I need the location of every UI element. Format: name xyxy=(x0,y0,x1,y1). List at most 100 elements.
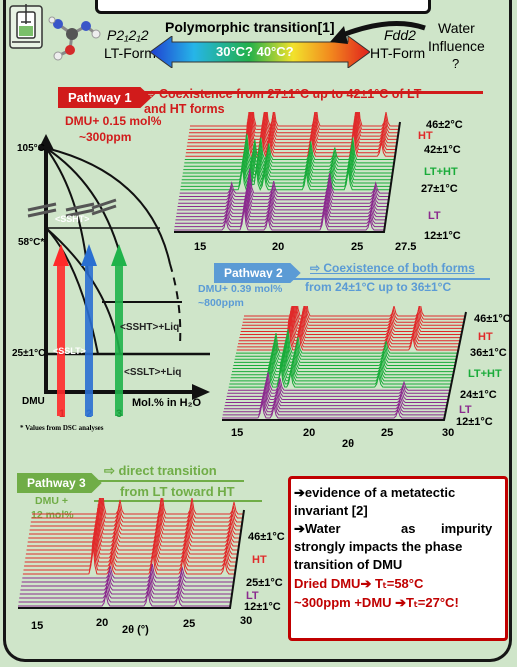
diffractogram-trace xyxy=(30,498,243,523)
p3-label-lt: LT xyxy=(246,590,259,602)
diffractogram-trace xyxy=(176,189,387,214)
pd-arrow-2-shaft xyxy=(85,264,93,416)
pathway2-xrd-plot xyxy=(222,306,467,421)
xrd-axes xyxy=(222,311,467,421)
diffractogram-trace xyxy=(174,202,385,228)
p1-label-lt-ht: LT+HT xyxy=(424,166,458,178)
conclusion-line1: ➔evidence of a metatectic xyxy=(294,485,456,500)
p2-label-t-low: 24±1°C xyxy=(460,389,497,401)
diffractogram-trace xyxy=(177,182,388,207)
p2-xtick-2: 20 xyxy=(303,427,316,439)
p2-label-t-top: 46±1°C xyxy=(474,313,511,325)
diffractogram-trace xyxy=(185,118,396,155)
p2-label-lt: LT xyxy=(459,404,472,416)
p3-label-t-bottom: 12±1°C xyxy=(244,601,281,613)
diffractogram-trace xyxy=(177,185,388,211)
p3-label-t-top: 46±1°C xyxy=(248,531,285,543)
p3-xlabel: 2θ (°) xyxy=(122,624,149,636)
diffractogram-trace xyxy=(240,306,463,332)
poster-frame xyxy=(3,0,512,662)
diffractogram-trace xyxy=(26,515,239,551)
diffractogram-trace xyxy=(25,523,238,559)
conclusion-line3b: as xyxy=(401,521,416,536)
diffractogram-trace xyxy=(27,507,240,543)
diffractogram-trace xyxy=(22,563,235,579)
diffractogram-trace xyxy=(30,498,243,527)
diffractogram-trace xyxy=(182,150,393,178)
p1-xtick-2: 20 xyxy=(272,241,285,253)
diffractogram-trace xyxy=(181,156,392,185)
p3-xtick-1: 15 xyxy=(31,620,44,632)
p2-label-ht: HT xyxy=(478,331,493,343)
p3-label-ht: HT xyxy=(252,554,267,566)
pathway2-description-line1: ⇨ Coexistence of both forms xyxy=(310,261,475,275)
ht-form-label: HT-Form xyxy=(370,45,426,61)
pd-x-axis-arrowhead xyxy=(192,384,210,400)
p2-label-t-mid: 36±1°C xyxy=(470,347,507,359)
pathway2-description-line2: from 24±1°C up to 36±1°C xyxy=(305,280,452,294)
diffractogram-trace xyxy=(23,535,236,571)
p1-label-lt: LT xyxy=(428,210,441,222)
influence-label: Influence xyxy=(428,38,485,54)
diffractogram-trace xyxy=(20,575,233,591)
conclusion-line2: invariant [2] xyxy=(294,503,368,518)
pathway2-composition-line2: ~800ppm xyxy=(198,297,244,309)
pathway2-badge: Pathway 2 xyxy=(214,263,301,283)
diffractogram-trace xyxy=(31,498,244,519)
pd-ss-ht: <SSHT> xyxy=(55,214,90,224)
p3-label-t-low: 25±1°C xyxy=(246,577,283,589)
header-title: Polymorphic transition[1] xyxy=(165,19,335,35)
conclusion-line7: ~300ppm +DMU ➔Tₜ=27°C! xyxy=(294,595,459,610)
diffractogram-trace xyxy=(175,195,386,221)
diffractogram-trace xyxy=(180,160,391,188)
p1-label-t-top: 46±2°C xyxy=(426,119,463,131)
pd-y-58: 58°C* xyxy=(18,237,45,248)
p1-label-t-mid: 42±1°C xyxy=(424,144,461,156)
diffractogram-trace xyxy=(19,579,232,595)
diffractogram-trace xyxy=(175,199,385,224)
pathway1-xrd-plot xyxy=(174,112,401,233)
diffractogram-trace xyxy=(179,172,390,197)
diffractogram-trace xyxy=(186,115,397,151)
p1-xtick-1: 15 xyxy=(194,241,207,253)
pd-arrow-2-head xyxy=(81,244,97,266)
p2-xtick-4: 30 xyxy=(442,427,455,439)
pathway1-underline xyxy=(58,91,483,94)
pathway2-composition-line1: DMU+ 0.39 mol% xyxy=(198,283,283,295)
pd-arrow-3-label: 3 xyxy=(116,408,123,420)
diffractogram-trace xyxy=(24,531,237,567)
conclusion-line3c: impurity xyxy=(441,521,493,536)
pathway3-composition-line1: DMU + xyxy=(35,495,68,507)
pathway3-badge: Pathway 3 xyxy=(17,473,102,493)
diffractogram-trace xyxy=(182,146,393,175)
pd-curve-dashed xyxy=(169,263,182,345)
diffractogram-trace xyxy=(25,519,238,555)
pd-arrow-2-label: 2 xyxy=(86,408,93,420)
pathway1-composition-line1: DMU+ 0.15 mol% xyxy=(65,114,162,128)
xrd-axes xyxy=(174,121,401,233)
diffractogram-trace xyxy=(18,587,231,603)
diffractogram-trace xyxy=(21,571,233,587)
diffractogram-trace xyxy=(22,539,235,575)
diffractogram-trace xyxy=(176,192,387,218)
diffractogram-trace xyxy=(243,306,466,320)
lt-form-symbol: P2₁2₁2 xyxy=(107,27,149,43)
diffractogram-trace xyxy=(184,133,395,161)
pd-y-axis-arrowhead xyxy=(38,134,54,150)
p3-xtick-3: 25 xyxy=(183,618,196,630)
pd-footnote: * Values from DSC analyses xyxy=(20,424,104,432)
diffractogram-trace xyxy=(180,163,391,192)
top-title-bar xyxy=(95,0,431,14)
pd-axis-break xyxy=(27,198,117,218)
diffractogram-trace xyxy=(240,306,462,336)
diffractogram-trace xyxy=(189,112,400,131)
molecule-icon xyxy=(48,16,101,61)
diffractogram-trace xyxy=(187,112,398,144)
diffractogram-trace xyxy=(242,306,465,323)
conclusion-line4: strongly impacts the phase xyxy=(294,539,463,554)
diffractogram-trace xyxy=(190,112,400,128)
pd-arrow-3-shaft xyxy=(115,264,123,416)
p2-label-lt-ht: LT+HT xyxy=(468,368,502,380)
pathway3-underline-2 xyxy=(94,500,262,502)
